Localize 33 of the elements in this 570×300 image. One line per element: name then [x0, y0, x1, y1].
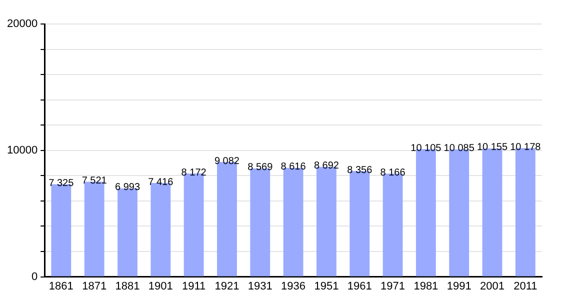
y-tick-label: 20000	[6, 18, 38, 30]
data-label: 8 356	[347, 164, 373, 176]
data-label: 6 993	[114, 182, 140, 194]
x-tick-label: 1901	[148, 280, 173, 292]
x-tick-label: 1931	[248, 280, 272, 292]
x-tick-label: 1961	[347, 280, 372, 292]
data-label: 7 521	[82, 175, 108, 186]
data-label: 8 616	[280, 162, 306, 173]
x-tick-label: 1871	[82, 280, 107, 292]
data-label: 8 172	[181, 167, 207, 178]
x-tick-label: 1881	[115, 280, 140, 292]
data-label: 10 155	[476, 142, 508, 154]
y-tick-label: 0	[31, 270, 38, 283]
x-tick-label: 1861	[48, 280, 74, 292]
data-label: 8 569	[248, 162, 274, 174]
data-label: 10 105	[410, 142, 442, 154]
x-tick-label: 2001	[480, 280, 504, 292]
x-tick-label: 1936	[281, 280, 306, 292]
x-tick-label: 1951	[314, 280, 339, 292]
x-tick-label: 1921	[214, 280, 240, 292]
x-tick-label: 1911	[182, 280, 206, 292]
x-tick-label: 1971	[380, 280, 406, 292]
x-tick-label: 2011	[514, 280, 538, 292]
x-tick-label: 1981	[414, 280, 438, 292]
x-tick-label: 1991	[446, 280, 472, 292]
data-label: 9 082	[214, 156, 240, 167]
data-label: 7 416	[148, 176, 174, 188]
data-label: 7 325	[48, 178, 74, 189]
data-label: 10 178	[510, 142, 542, 153]
data-label: 8 692	[314, 160, 340, 172]
data-label: 8 166	[380, 167, 406, 178]
y-tick-label: 10000	[6, 144, 38, 156]
data-label: 10 085	[444, 143, 475, 154]
